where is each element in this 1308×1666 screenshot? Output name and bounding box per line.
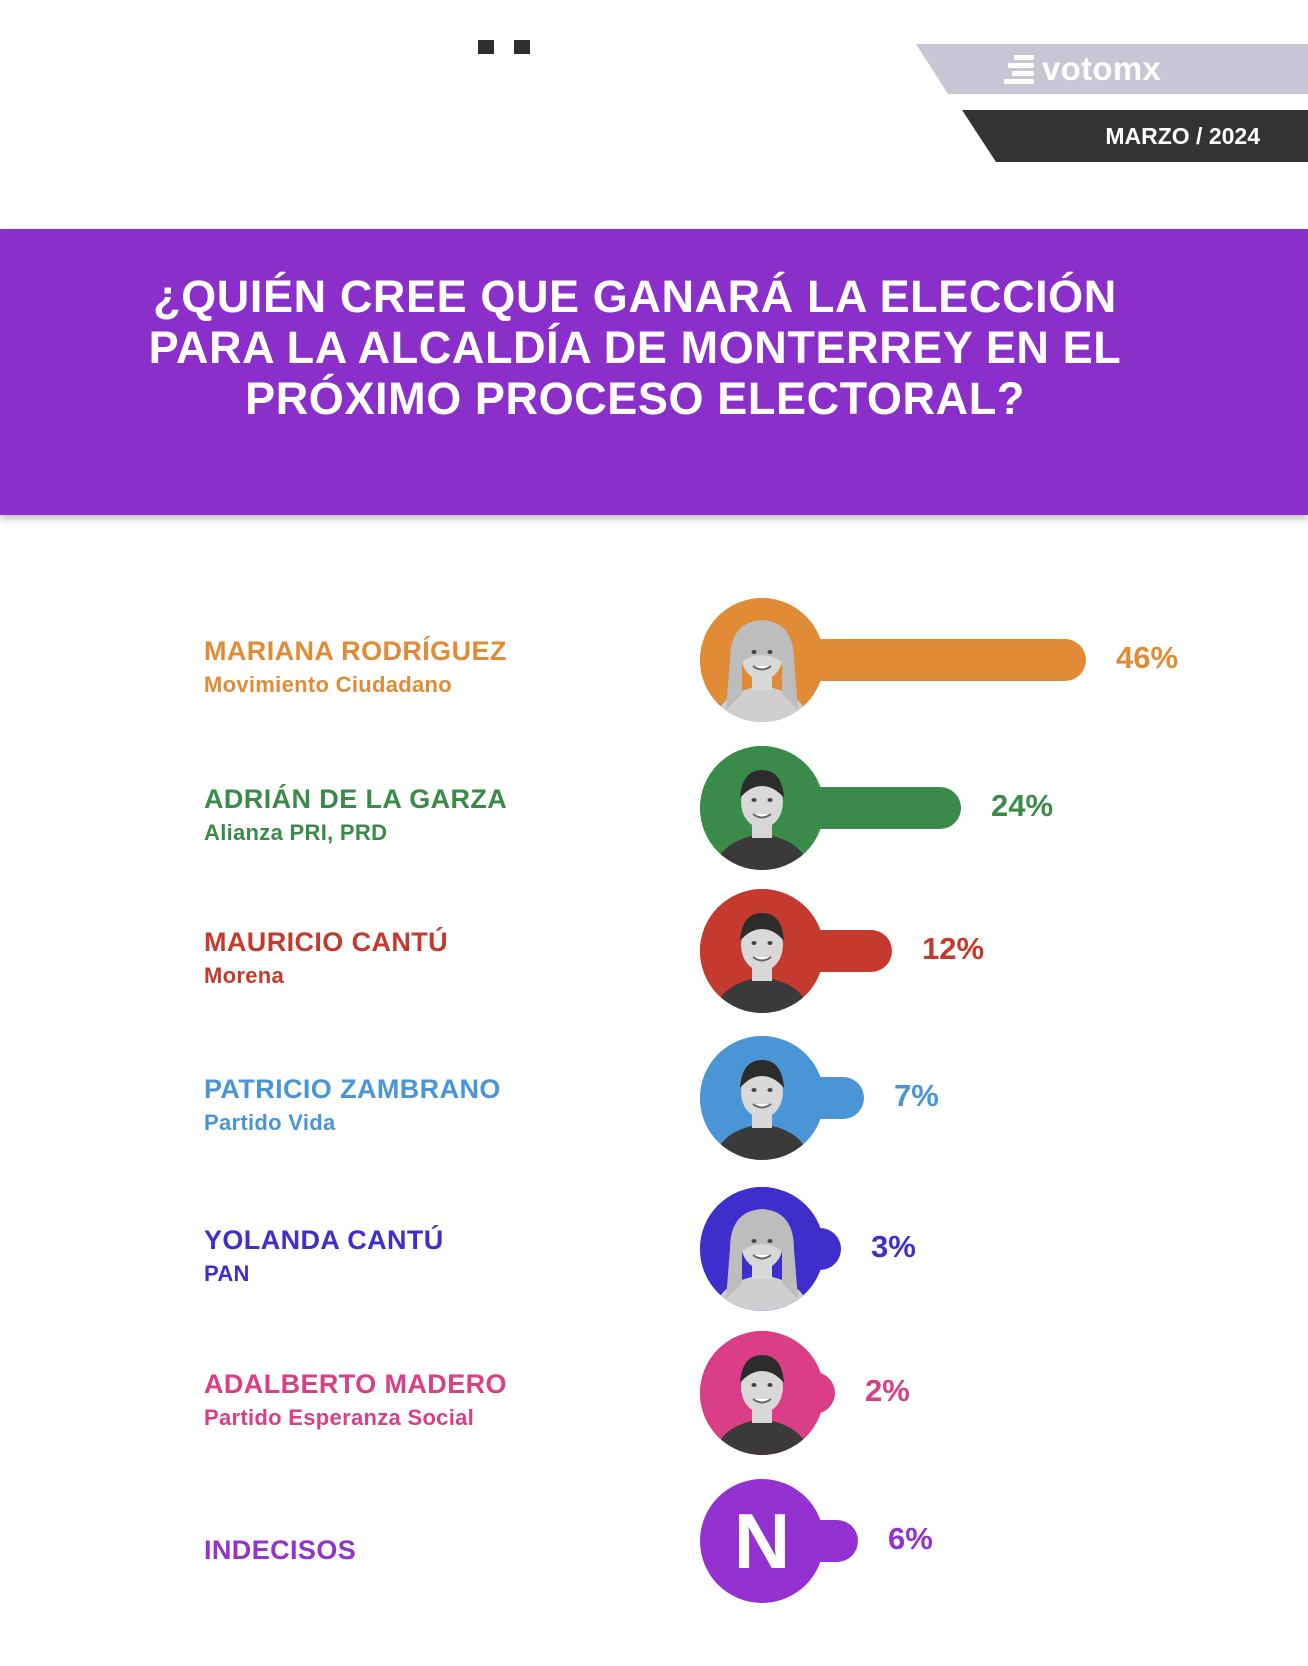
square-icon [478,40,494,54]
percentage-label: 6% [888,1521,933,1556]
undecided-letter: N [733,1497,791,1585]
candidate-photo [700,598,824,722]
candidate-photo [700,1331,824,1455]
candidate-row: ADRIÁN DE LA GARZA Alianza PRI, PRD 24% [0,746,1308,872]
candidate-name: MAURICIO CANTÚ [204,927,449,957]
candidate-photo [700,889,824,1013]
percentage-label: 12% [922,931,985,966]
candidate-row: PATRICIO ZAMBRANO Partido Vida 7% [0,1036,1308,1162]
candidate-row: INDECISOS N 6% [0,1479,1308,1605]
percentage-label: 46% [1116,640,1179,675]
candidate-row: MARIANA RODRÍGUEZ Movimiento Ciudadano 46% [0,598,1308,724]
candidate-photo [700,746,824,870]
candidate-party: Morena [204,963,285,988]
date-band: MARZO / 2024 [962,110,1308,162]
candidate-name: ADRIÁN DE LA GARZA [204,784,508,814]
top-decoration [478,40,530,56]
candidate-row: YOLANDA CANTÚ PAN 3% [0,1187,1308,1313]
candidate-party: Partido Esperanza Social [204,1405,475,1430]
square-icon [514,40,530,54]
page-title: ¿QUIÉN CREE QUE GANARÁ LA ELECCIÓN PARA … [148,271,1122,424]
candidate-photo [700,1187,824,1311]
percentage-label: 3% [871,1229,916,1264]
candidate-name: YOLANDA CANTÚ [204,1225,444,1255]
percentage-label: 2% [865,1373,910,1408]
brand-band: votomx [916,44,1308,94]
candidate-row: MAURICIO CANTÚ Morena 12% [0,889,1308,1015]
candidate-name: MARIANA RODRÍGUEZ [204,636,507,666]
ballot-stack-icon [1004,52,1034,86]
candidate-party: PAN [204,1261,250,1286]
candidate-party: Partido Vida [204,1110,336,1135]
percentage-label: 24% [991,788,1054,823]
candidate-name: PATRICIO ZAMBRANO [204,1074,501,1104]
brand-name: votomx [1042,50,1162,87]
candidate-party: Alianza PRI, PRD [204,820,388,845]
candidate-party: Movimiento Ciudadano [204,672,452,697]
brand-logo: votomx [1004,50,1161,88]
candidate-name: INDECISOS [204,1535,357,1565]
candidate-photo [700,1036,824,1160]
undecided-badge: N [700,1479,824,1603]
candidate-row: ADALBERTO MADERO Partido Esperanza Social… [0,1331,1308,1457]
candidate-name: ADALBERTO MADERO [204,1369,507,1399]
survey-date: MARZO / 2024 [1105,123,1260,149]
title-band: ¿QUIÉN CREE QUE GANARÁ LA ELECCIÓN PARA … [0,229,1308,515]
percentage-label: 7% [894,1078,939,1113]
